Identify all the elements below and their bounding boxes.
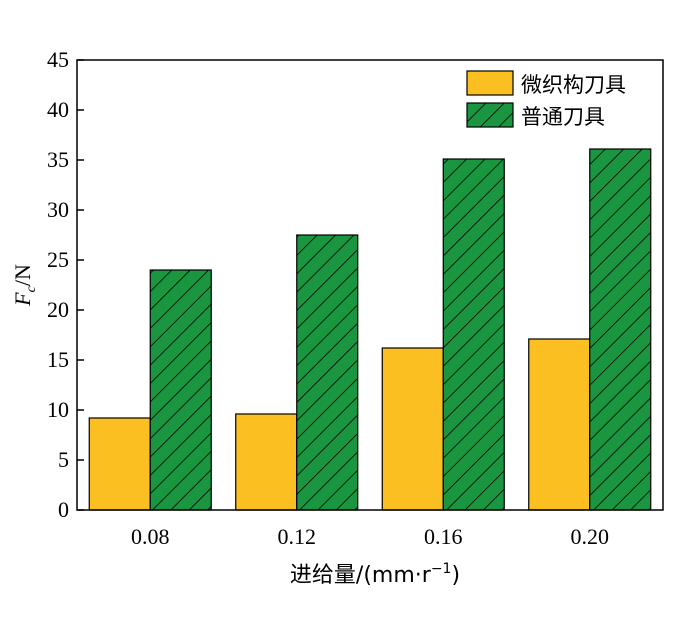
x-tick-label: 0.08 [131, 524, 170, 549]
y-tick-label: 35 [47, 147, 69, 172]
x-axis: 0.08 0.12 0.16 0.20 [131, 524, 609, 549]
y-tick-label: 45 [47, 47, 69, 72]
bar-ordinary-tool-0.16 [442, 158, 505, 511]
x-tick-label: 0.16 [424, 524, 463, 549]
legend-swatch-textured-tool [466, 70, 514, 96]
bar-ordinary-tool-0.08 [149, 269, 212, 511]
legend-label-textured-tool: 微织构刀具 [521, 73, 626, 97]
x-axis-title-close: ) [451, 563, 460, 588]
y-tick-label: 0 [58, 497, 69, 522]
y-tick-label: 20 [47, 297, 69, 322]
x-axis-title: 进给量/(mm·r−1) [290, 561, 460, 588]
y-axis-symbol: F [10, 292, 35, 307]
x-axis-title-text: 进给量/(mm·r [290, 563, 432, 588]
y-tick-label: 10 [47, 397, 69, 422]
bar-textured-tool-0.16 [381, 347, 444, 511]
y-tick-label: 30 [47, 197, 69, 222]
y-axis: 0 5 10 15 20 25 30 35 40 45 [47, 47, 84, 522]
bar-ordinary-tool-0.12 [296, 234, 359, 511]
bar-textured-tool-0.20 [528, 338, 591, 511]
y-axis-title: Fc/N [10, 264, 39, 307]
x-tick-label: 0.12 [278, 524, 317, 549]
bar-textured-tool-0.08 [88, 417, 151, 511]
y-axis-unit: /N [10, 264, 35, 286]
y-tick-label: 15 [47, 347, 69, 372]
y-tick-label: 5 [58, 447, 69, 472]
bar-ordinary-tool-0.20 [589, 148, 652, 511]
legend-swatch-ordinary-tool [466, 102, 514, 128]
legend-label-ordinary-tool: 普通刀具 [521, 105, 605, 129]
bar-textured-tool-0.12 [235, 413, 298, 511]
y-axis-subscript: c [24, 285, 39, 292]
y-tick-label: 25 [47, 247, 69, 272]
bars-group [88, 148, 652, 511]
x-tick-label: 0.20 [571, 524, 610, 549]
legend: 微织构刀具 普通刀具 [466, 70, 626, 129]
plot-frame [76, 59, 664, 511]
y-tick-label: 40 [47, 97, 69, 122]
x-axis-title-superscript: −1 [431, 561, 452, 577]
